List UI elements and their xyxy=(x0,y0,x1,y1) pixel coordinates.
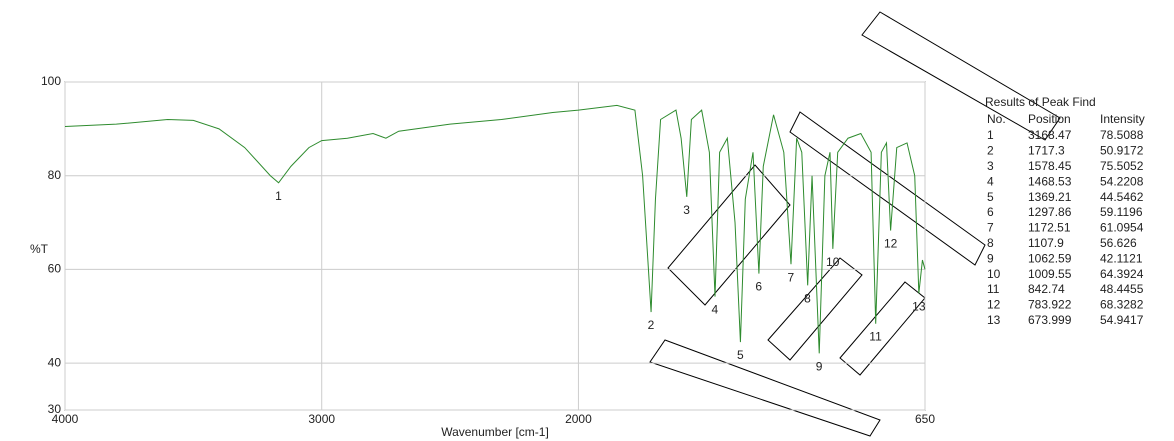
peak-label: 12 xyxy=(884,237,898,251)
peak-label: 7 xyxy=(788,270,795,284)
peak-label: 8 xyxy=(804,291,811,305)
table-cell: 59.1196 xyxy=(1100,205,1143,219)
table-header: Position xyxy=(1028,112,1071,126)
table-cell: 1172.51 xyxy=(1028,221,1071,235)
x-tick-label: 2000 xyxy=(565,412,592,426)
table-cell: 13 xyxy=(987,313,1001,327)
peak-label: 5 xyxy=(737,348,744,362)
y-tick-label: 60 xyxy=(48,262,62,276)
table-cell: 11 xyxy=(987,282,1000,296)
x-axis-label: Wavenumber [cm-1] xyxy=(441,425,549,439)
decoration xyxy=(861,11,1061,141)
table-cell: 1 xyxy=(987,128,994,142)
table-cell: 44.5462 xyxy=(1100,190,1144,204)
y-tick-label: 30 xyxy=(48,402,62,416)
table-cell: 42.1121 xyxy=(1100,251,1143,265)
decoration xyxy=(789,111,986,266)
table-cell: 48.4455 xyxy=(1100,282,1144,296)
table-cell: 12 xyxy=(987,298,1001,312)
table-header: Intensity xyxy=(1100,112,1145,126)
table-cell: 10 xyxy=(987,267,1001,281)
y-tick-label: 80 xyxy=(48,168,62,182)
peak-label: 2 xyxy=(648,318,655,332)
peak-label: 11 xyxy=(869,330,882,344)
table-cell: 54.2208 xyxy=(1100,174,1144,188)
peak-label: 3 xyxy=(683,203,690,217)
peak-label: 10 xyxy=(826,255,840,269)
x-tick-label: 650 xyxy=(915,412,935,426)
y-axis-label: %T xyxy=(30,242,49,256)
table-cell: 61.0954 xyxy=(1100,221,1144,235)
table-cell: 1369.21 xyxy=(1028,190,1072,204)
y-tick-label: 100 xyxy=(41,74,61,88)
table-cell: 1717.3 xyxy=(1028,144,1065,158)
decoration xyxy=(767,257,863,361)
table-cell: 1062.59 xyxy=(1028,251,1072,265)
peak-label: 6 xyxy=(755,280,762,294)
table-cell: 6 xyxy=(987,205,994,219)
decoration xyxy=(667,164,791,306)
decoration xyxy=(649,339,881,437)
table-cell: 1107.9 xyxy=(1028,236,1064,250)
peak-label: 13 xyxy=(912,299,926,313)
table-header: No. xyxy=(987,112,1006,126)
table-cell: 7 xyxy=(987,221,994,235)
table-cell: 50.9172 xyxy=(1100,144,1144,158)
table-title: Results of Peak Find xyxy=(985,95,1096,109)
decoration xyxy=(839,281,926,376)
peak-label: 1 xyxy=(275,189,282,203)
table-cell: 3 xyxy=(987,159,994,173)
table-cell: 842.74 xyxy=(1028,282,1065,296)
table-cell: 5 xyxy=(987,190,994,204)
table-cell: 1297.86 xyxy=(1028,205,1072,219)
table-cell: 1009.55 xyxy=(1028,267,1072,281)
table-cell: 56.626 xyxy=(1100,236,1137,250)
plot-frame xyxy=(64,81,926,411)
x-tick-label: 3000 xyxy=(308,412,335,426)
table-cell: 78.5088 xyxy=(1100,128,1144,142)
peak-label: 4 xyxy=(712,303,719,317)
table-cell: 673.999 xyxy=(1028,313,1072,327)
table-cell: 3168.47 xyxy=(1028,128,1072,142)
table-cell: 1468.53 xyxy=(1028,174,1072,188)
table-cell: 64.3924 xyxy=(1100,267,1144,281)
table-cell: 783.922 xyxy=(1028,298,1072,312)
table-cell: 4 xyxy=(987,174,994,188)
spectrum-line xyxy=(64,104,926,354)
table-cell: 68.3282 xyxy=(1100,298,1144,312)
x-tick-label: 4000 xyxy=(52,412,79,426)
table-cell: 54.9417 xyxy=(1100,313,1144,327)
table-cell: 75.5052 xyxy=(1100,159,1144,173)
table-cell: 1578.45 xyxy=(1028,159,1072,173)
y-tick-label: 40 xyxy=(48,355,62,369)
table-cell: 8 xyxy=(987,236,994,250)
peak-label: 9 xyxy=(816,359,823,373)
table-cell: 9 xyxy=(987,251,994,265)
table-cell: 2 xyxy=(987,144,994,158)
